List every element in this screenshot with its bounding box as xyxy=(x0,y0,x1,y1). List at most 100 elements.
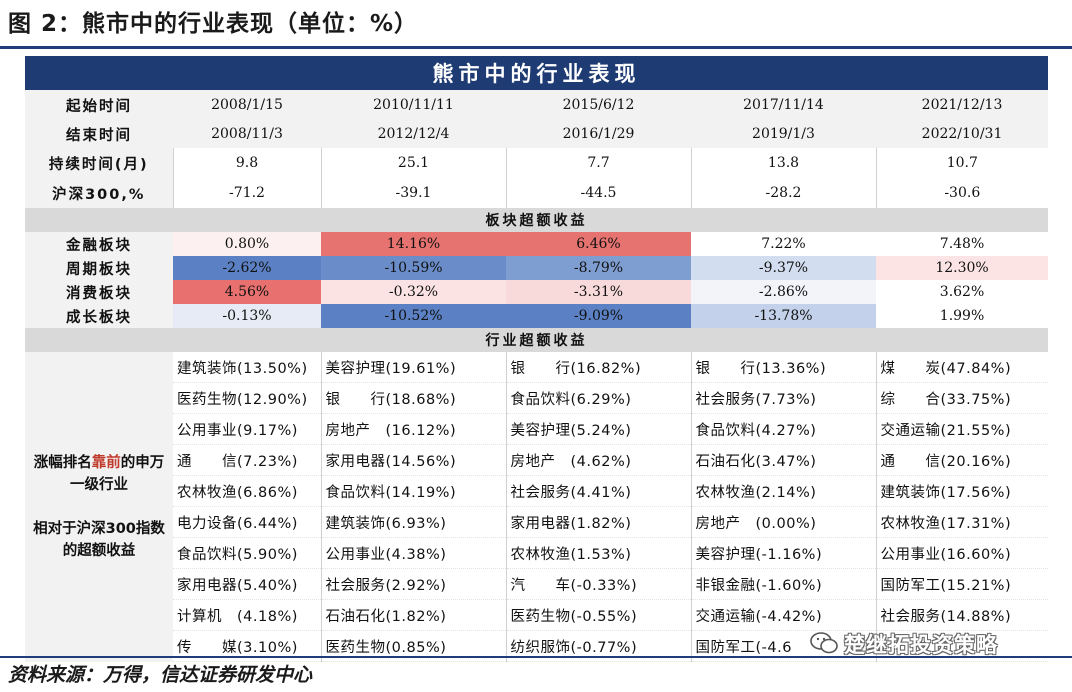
industry-cell: 社会服务(4.41%) xyxy=(505,475,691,507)
duration-value: 25.1 xyxy=(320,148,506,178)
duration-value: 13.8 xyxy=(690,148,876,178)
industry-cell: 家用电器(14.56%) xyxy=(320,444,506,476)
industry-row: 公用事业(9.17%) 房地产 (16.12%) 美容护理(5.24%) 食品饮… xyxy=(25,413,1049,445)
sector-value: 4.56% xyxy=(173,280,321,304)
industry-cell: 食品饮料(5.90%) xyxy=(173,537,321,569)
sector-value: 14.16% xyxy=(321,232,506,256)
sector-section-header: 板块超额收益 xyxy=(25,208,1049,232)
hs300-value: -28.2 xyxy=(690,178,876,208)
industry-row: 食品饮料(5.90%) 公用事业(4.38%) 农林牧渔(1.53%) 美容护理… xyxy=(25,537,1049,569)
sector-value: 0.80% xyxy=(173,232,321,256)
sector-row: 金融板块 0.80% 14.16% 6.46% 7.22% 7.48% xyxy=(25,232,1049,256)
industry-cell: 社会服务(2.92%) xyxy=(320,568,506,600)
sector-value: -10.59% xyxy=(321,256,506,280)
start-date: 2017/11/14 xyxy=(743,97,824,113)
top-rule xyxy=(0,46,1072,49)
sector-value: -0.32% xyxy=(321,280,506,304)
industry-cell: 煤 炭(47.84%) xyxy=(875,352,1049,383)
industry-cell: 食品饮料(6.29%) xyxy=(505,382,691,414)
sector-value: 1.99% xyxy=(876,304,1049,328)
bear-market-table: 熊市中的行业表现 起始时间 2008/1/15 2010/11/11 2015/… xyxy=(25,56,1049,662)
sector-value: -2.86% xyxy=(691,280,876,304)
side-label-part: 相对于沪深300指数的超额收益 xyxy=(33,520,165,559)
end-label: 结束时间 xyxy=(66,127,132,144)
hs300-row: 沪深300,% -71.2 -39.1 -44.5 -28.2 -30.6 xyxy=(25,178,1049,208)
industry-cell: 银 行(18.68%) xyxy=(320,382,506,414)
duration-row: 持续时间(月) 9.8 25.1 7.7 13.8 10.7 xyxy=(25,148,1049,178)
sector-label: 消费板块 xyxy=(25,280,173,304)
end-date: 2012/12/4 xyxy=(377,126,450,142)
industry-cell: 公用事业(4.38%) xyxy=(320,537,506,569)
end-row: 结束时间 2008/11/3 2012/12/4 2016/1/29 2019/… xyxy=(25,120,1049,148)
sector-value: 7.22% xyxy=(691,232,876,256)
wechat-icon xyxy=(810,632,838,654)
duration-value: 9.8 xyxy=(172,148,321,178)
industry-cell: 交通运输(-4.42%) xyxy=(690,599,876,631)
side-label-highlight: 靠前 xyxy=(91,454,121,471)
sector-value: -10.52% xyxy=(321,304,506,328)
start-date: 2008/1/15 xyxy=(211,97,283,113)
end-date: 2022/10/31 xyxy=(921,126,1003,142)
industry-cell: 美容护理(-1.16%) xyxy=(690,537,876,569)
industry-cell: 食品饮料(4.27%) xyxy=(690,413,876,445)
sector-label: 金融板块 xyxy=(25,232,173,256)
industry-cell: 建筑装饰(6.93%) xyxy=(320,506,506,538)
sector-label: 周期板块 xyxy=(25,256,173,280)
side-label-part: 的申万一级行业 xyxy=(70,454,165,493)
hs300-value: -30.6 xyxy=(875,178,1049,208)
watermark: 楚继拓投资策略 xyxy=(808,627,1040,659)
hs300-value: -44.5 xyxy=(505,178,691,208)
industry-cell: 建筑装饰(17.56%) xyxy=(875,475,1049,507)
industry-row: 通 信(7.23%) 家用电器(14.56%) 房地产 (4.62%) 石油石化… xyxy=(25,444,1049,476)
start-label: 起始时间 xyxy=(66,98,132,115)
industry-cell: 通 信(7.23%) xyxy=(173,444,321,476)
industry-cell: 房地产 (0.00%) xyxy=(690,506,876,538)
sector-value: 7.48% xyxy=(876,232,1049,256)
sector-value: -9.09% xyxy=(506,304,691,328)
industry-row: 农林牧渔(6.86%) 食品饮料(14.19%) 社会服务(4.41%) 农林牧… xyxy=(25,475,1049,507)
industry-row: 涨幅排名靠前的申万一级行业 相对于沪深300指数的超额收益 建筑装饰(13.50… xyxy=(25,352,1049,662)
industry-cell: 美容护理(19.61%) xyxy=(320,352,506,383)
industry-section-header: 行业超额收益 xyxy=(25,328,1049,352)
industry-cell: 食品饮料(14.19%) xyxy=(320,475,506,507)
sector-value: 6.46% xyxy=(506,232,691,256)
industry-cell: 家用电器(1.82%) xyxy=(505,506,691,538)
sector-value: 12.30% xyxy=(876,256,1049,280)
start-date: 2021/12/13 xyxy=(921,97,1003,113)
sector-value: -13.78% xyxy=(691,304,876,328)
industry-cell: 银 行(16.82%) xyxy=(505,352,691,383)
duration-value: 7.7 xyxy=(505,148,691,178)
industry-cell: 国防军工(15.21%) xyxy=(875,568,1049,600)
industry-cell: 美容护理(5.24%) xyxy=(505,413,691,445)
sector-row: 消费板块 4.56% -0.32% -3.31% -2.86% 3.62% xyxy=(25,280,1049,304)
sector-value: -0.13% xyxy=(173,304,321,328)
industry-cell: 建筑装饰(13.50%) xyxy=(173,352,321,383)
industry-cell: 综 合(33.75%) xyxy=(875,382,1049,414)
sector-row: 周期板块 -2.62% -10.59% -8.79% -9.37% 12.30% xyxy=(25,256,1049,280)
industry-cell: 房地产 (4.62%) xyxy=(505,444,691,476)
industry-cell: 房地产 (16.12%) xyxy=(320,413,506,445)
industry-row: 医药生物(12.90%) 银 行(18.68%) 食品饮料(6.29%) 社会服… xyxy=(25,382,1049,414)
industry-cell: 农林牧渔(2.14%) xyxy=(690,475,876,507)
watermark-text: 楚继拓投资策略 xyxy=(844,633,998,657)
industry-row: 计算机 (4.18%) 石油石化(1.82%) 医药生物(-0.55%) 交通运… xyxy=(25,599,1049,631)
duration-label: 持续时间(月) xyxy=(25,148,173,178)
hs300-value: -39.1 xyxy=(320,178,506,208)
hs300-label: 沪深300,% xyxy=(25,178,173,208)
industry-cell: 医药生物(12.90%) xyxy=(173,382,321,414)
industry-cell: 家用电器(5.40%) xyxy=(173,568,321,600)
hs300-value: -71.2 xyxy=(172,178,321,208)
end-date: 2016/1/29 xyxy=(562,126,635,142)
start-date: 2010/11/11 xyxy=(373,97,454,113)
industry-cell: 汽 车(-0.33%) xyxy=(505,568,691,600)
sector-value: 3.62% xyxy=(876,280,1049,304)
end-date: 2019/1/3 xyxy=(752,126,815,142)
industry-row: 家用电器(5.40%) 社会服务(2.92%) 汽 车(-0.33%) 非银金融… xyxy=(25,568,1049,600)
start-date: 2015/6/12 xyxy=(562,97,635,113)
industry-cell: 石油石化(1.82%) xyxy=(320,599,506,631)
industry-cell: 电力设备(6.44%) xyxy=(173,506,321,538)
industry-cell: 银 行(13.36%) xyxy=(690,352,876,383)
sector-value: -3.31% xyxy=(506,280,691,304)
industry-cell: 公用事业(9.17%) xyxy=(173,413,321,445)
sector-value: -9.37% xyxy=(691,256,876,280)
